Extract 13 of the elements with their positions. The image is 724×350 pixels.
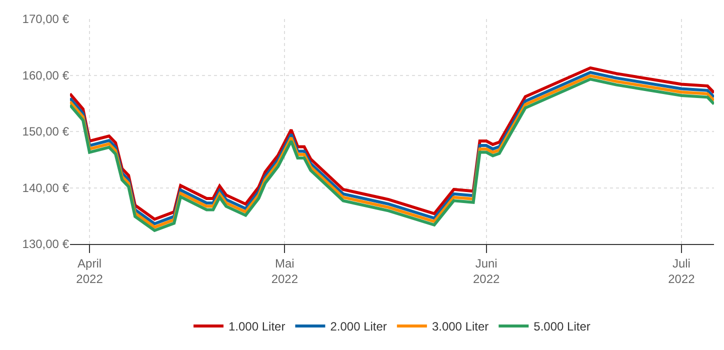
x-tick-label: Mai 2022 bbox=[271, 256, 298, 286]
x-tick-label: Juni 2022 bbox=[472, 256, 500, 286]
y-tick-label: 140,00 € bbox=[22, 180, 70, 195]
y-tick-label: 130,00 € bbox=[22, 237, 70, 252]
y-tick-label: 170,00 € bbox=[22, 12, 70, 26]
y-tick-label: 150,00 € bbox=[22, 124, 70, 139]
x-tick-label: April 2022 bbox=[76, 256, 104, 286]
x-tick-label: Juli 2022 bbox=[668, 256, 696, 286]
legend-label: 5.000 Liter bbox=[534, 320, 590, 334]
legend-label: 2.000 Liter bbox=[330, 320, 387, 334]
legend-label: 1.000 Liter bbox=[228, 320, 286, 334]
y-tick-label: 160,00 € bbox=[22, 68, 70, 82]
legend-label: 3.000 Liter bbox=[432, 320, 489, 334]
